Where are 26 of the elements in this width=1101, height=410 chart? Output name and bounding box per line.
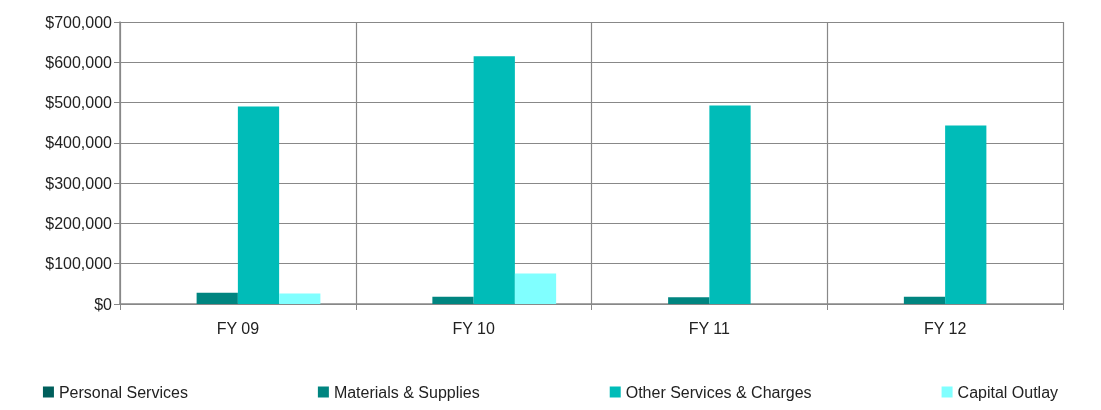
y-tick-label: $700,000 [45, 13, 113, 31]
x-tick-label: FY 09 [216, 319, 260, 337]
bar [945, 125, 987, 304]
y-tick-label: $0 [94, 295, 113, 313]
bar [196, 292, 238, 304]
bar [473, 56, 515, 304]
legend-label: Materials & Supplies [333, 383, 480, 401]
y-tick-label: $200,000 [45, 214, 113, 232]
bar [514, 273, 557, 304]
legend-label: Other Services & Charges [625, 383, 812, 401]
x-tick-label: FY 11 [688, 319, 731, 337]
x-tick-label: FY 10 [452, 319, 495, 337]
legend-label: Personal Services [58, 383, 188, 401]
bar [237, 106, 280, 304]
bar [279, 293, 321, 304]
x-tick-label: FY 12 [923, 319, 967, 337]
y-tick-label: $300,000 [45, 174, 113, 192]
y-tick-label: $600,000 [45, 53, 113, 71]
bar [668, 297, 710, 304]
y-tick-label: $500,000 [45, 94, 113, 112]
y-tick-label: $400,000 [45, 134, 113, 152]
bar [432, 296, 474, 304]
bar [709, 105, 751, 304]
y-tick-label: $100,000 [45, 255, 113, 273]
bar [903, 296, 946, 304]
legend-label: Capital Outlay [957, 383, 1059, 401]
